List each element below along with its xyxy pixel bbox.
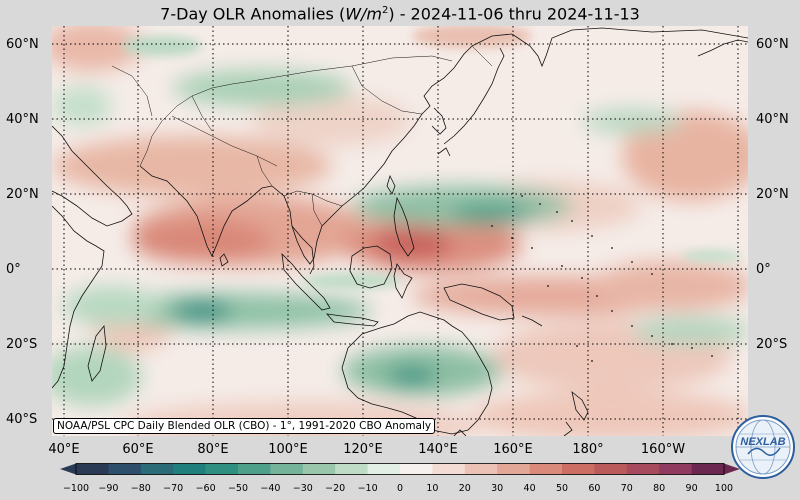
colorbar-cell <box>594 463 628 475</box>
lat-label-right: 60°N <box>756 37 789 52</box>
colorbar-tick-label: −40 <box>260 483 281 494</box>
colorbar-cell <box>108 463 142 475</box>
colorbar-tick-label: 70 <box>620 483 633 494</box>
colorbar-tick-label: 30 <box>491 483 504 494</box>
lon-label: 40°E <box>48 442 80 457</box>
lat-label-left: 40°S <box>6 412 38 427</box>
coastlines <box>52 27 748 436</box>
lat-label-left: 40°N <box>6 112 39 127</box>
colorbar-cell <box>562 463 595 475</box>
logo-text: NEXLAB <box>740 436 785 448</box>
colorbar-cell <box>691 463 725 475</box>
colorbar-tick-label: −90 <box>98 483 119 494</box>
colorbar-tick-label: −20 <box>325 483 346 494</box>
map-title: 7-Day OLR Anomalies (W/m2) - 2024-11-06 … <box>160 4 640 24</box>
colorbar-tick-label: 40 <box>523 483 536 494</box>
source-attribution: NOAA/PSL CPC Daily Blended OLR (CBO) - 1… <box>53 418 436 434</box>
colorbar <box>60 463 740 475</box>
colorbar-tick-label: 0 <box>396 483 404 494</box>
lat-label-left: 60°N <box>6 37 39 52</box>
colorbar-cell <box>626 463 660 475</box>
colorbar-tick-label: 60 <box>588 483 601 494</box>
colorbar-tick-label: −80 <box>130 483 151 494</box>
lon-label: 120°E <box>343 442 383 457</box>
lat-label-left: 20°S <box>6 337 38 352</box>
colorbar-outline <box>75 463 725 475</box>
lon-label: 80°E <box>197 442 229 457</box>
colorbar-tick-label: 50 <box>555 483 569 494</box>
lon-label: 160°E <box>493 442 533 457</box>
colorbar-cell <box>270 463 304 475</box>
colorbar-cell <box>497 463 530 475</box>
lon-label: 160°W <box>640 442 686 457</box>
lat-label-right: 20°N <box>756 187 789 202</box>
colorbar-high-extend <box>724 463 740 475</box>
colorbar-cell <box>238 463 271 475</box>
colorbar-cell <box>529 463 563 475</box>
lat-label-left: 20°N <box>6 187 39 202</box>
country-borders <box>111 45 493 227</box>
small-islands <box>491 195 729 362</box>
colorbar-cell <box>205 463 239 475</box>
colorbar-cell <box>173 463 206 475</box>
lon-label: 60°E <box>122 442 154 457</box>
colorbar-cell <box>302 463 336 475</box>
lon-label: 100°E <box>268 442 308 457</box>
lon-label: 140°E <box>418 442 458 457</box>
colorbar-cell <box>367 463 401 475</box>
lat-label-right: 0° <box>756 262 771 277</box>
colorbar-cell <box>464 463 498 475</box>
colorbar-low-extend <box>60 463 76 475</box>
colorbar-cell <box>659 463 692 475</box>
map-svg <box>52 26 748 436</box>
colorbar-tick-label: 90 <box>685 483 698 494</box>
colorbar-tick-label: −70 <box>163 483 184 494</box>
colorbar-cells <box>76 463 725 475</box>
colorbar-cell <box>140 463 174 475</box>
colorbar-cell <box>335 463 368 475</box>
lon-label: 180° <box>572 442 604 457</box>
colorbar-cell <box>400 463 433 475</box>
lat-label-right: 20°S <box>756 337 788 352</box>
colorbar-cell <box>432 463 466 475</box>
colorbar-tick-label: 80 <box>653 483 666 494</box>
colorbar-tick-label: −60 <box>195 483 216 494</box>
colorbar-tick-label: 10 <box>426 483 439 494</box>
colorbar-tick-label: 20 <box>458 483 471 494</box>
lat-label-left: 0° <box>6 262 21 277</box>
colorbar-cell <box>76 463 109 475</box>
colorbar-tick-label: 100 <box>714 483 734 494</box>
colorbar-tick-label: −100 <box>62 483 90 494</box>
lat-label-right: 40°N <box>756 112 789 127</box>
colorbar-tick-label: −30 <box>292 483 313 494</box>
colorbar-tick-label: −50 <box>227 483 249 494</box>
colorbar-tick-label: −10 <box>357 483 378 494</box>
anomaly-detail <box>122 26 742 289</box>
globe-logo-icon: NEXLAB <box>731 415 795 479</box>
olr-anomaly-map[interactable] <box>52 26 748 436</box>
